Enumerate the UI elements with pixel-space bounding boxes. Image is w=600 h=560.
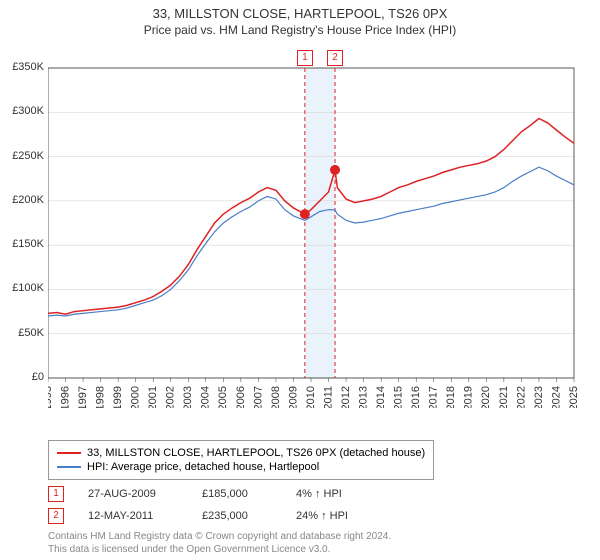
x-tick-label: 2018 (445, 386, 457, 408)
chart-svg: 1995 1996 1997 1998 1999 2000 2001 2002 2003 2004… (48, 48, 580, 408)
x-tick-label: 2012 (340, 386, 352, 408)
x-tick-label: 2017 (428, 386, 440, 408)
x-tick-label: 2019 (463, 386, 475, 408)
sale-row-1: 1 27-AUG-2009 £185,000 4% ↑ HPI (48, 486, 342, 502)
chart-marker-1: 1 (297, 50, 313, 66)
sale-price-1: £185,000 (202, 488, 272, 500)
legend-label-hpi: HPI: Average price, detached house, Hart… (87, 461, 319, 473)
x-tick-label: 2010 (305, 386, 317, 408)
x-tick-label: 1999 (112, 386, 124, 408)
footer-line-1: Contains HM Land Registry data © Crown c… (48, 530, 391, 543)
chart-container: 33, MILLSTON CLOSE, HARTLEPOOL, TS26 0PX… (0, 0, 600, 560)
x-tick-label: 2002 (165, 386, 177, 408)
y-tick-label: £300K (0, 105, 44, 117)
y-tick-label: £200K (0, 194, 44, 206)
x-tick-label: 2001 (147, 386, 159, 408)
x-tick-label: 2014 (375, 386, 387, 408)
arrow-up-icon: ↑ (315, 488, 321, 500)
x-tick-label: 2016 (410, 386, 422, 408)
x-tick-label: 2003 (182, 386, 194, 408)
x-tick-label: 2023 (533, 386, 545, 408)
sale-pct-2: 24% ↑ HPI (296, 510, 348, 522)
y-tick-label: £250K (0, 150, 44, 162)
x-tick-label: 1995 (48, 386, 54, 408)
sale-pct-1: 4% ↑ HPI (296, 488, 342, 500)
x-tick-label: 2011 (322, 386, 334, 408)
sale-price-2: £235,000 (202, 510, 272, 522)
chart-plot-area: 1995 1996 1997 1998 1999 2000 2001 2002 2003 2004… (48, 48, 580, 408)
y-tick-label: £50K (0, 327, 44, 339)
y-tick-label: £150K (0, 238, 44, 250)
sale-marker-1: 1 (48, 486, 64, 502)
arrow-up-icon: ↑ (321, 510, 327, 522)
x-tick-label: 2015 (393, 386, 405, 408)
x-tick-label: 2020 (480, 386, 492, 408)
legend-swatch-hpi (57, 466, 81, 468)
sale-date-1: 27-AUG-2009 (88, 488, 178, 500)
chart-subtitle: Price paid vs. HM Land Registry's House … (0, 21, 600, 41)
legend-item-price-paid: 33, MILLSTON CLOSE, HARTLEPOOL, TS26 0PX… (57, 447, 425, 459)
legend-item-hpi: HPI: Average price, detached house, Hart… (57, 461, 425, 473)
x-tick-label: 2008 (270, 386, 282, 408)
x-tick-label: 2006 (235, 386, 247, 408)
x-tick-label: 2005 (217, 386, 229, 408)
x-tick-label: 2013 (358, 386, 370, 408)
y-tick-label: £0 (0, 371, 44, 383)
x-tick-label: 2007 (252, 386, 264, 408)
footer-line-2: This data is licensed under the Open Gov… (48, 543, 391, 556)
sale-row-2: 2 12-MAY-2011 £235,000 24% ↑ HPI (48, 508, 348, 524)
x-tick-label: 2021 (498, 386, 510, 408)
footer-attribution: Contains HM Land Registry data © Crown c… (48, 530, 391, 556)
sale-date-2: 12-MAY-2011 (88, 510, 178, 522)
x-tick-label: 2022 (515, 386, 527, 408)
y-tick-label: £350K (0, 61, 44, 73)
legend-swatch-price-paid (57, 452, 81, 454)
sale-marker-2: 2 (48, 508, 64, 524)
x-tick-label: 2004 (200, 386, 212, 408)
x-tick-label: 2009 (287, 386, 299, 408)
x-tick-label: 1998 (95, 386, 107, 408)
chart-marker-2: 2 (327, 50, 343, 66)
x-tick-label: 1997 (77, 386, 89, 408)
x-tick-label: 2025 (568, 386, 580, 408)
x-tick-label: 1996 (59, 386, 71, 408)
legend-label-price-paid: 33, MILLSTON CLOSE, HARTLEPOOL, TS26 0PX… (87, 447, 425, 459)
legend: 33, MILLSTON CLOSE, HARTLEPOOL, TS26 0PX… (48, 440, 434, 480)
chart-title: 33, MILLSTON CLOSE, HARTLEPOOL, TS26 0PX (0, 0, 600, 21)
x-tick-label: 2024 (550, 386, 562, 408)
y-tick-label: £100K (0, 282, 44, 294)
x-tick-label: 2000 (130, 386, 142, 408)
